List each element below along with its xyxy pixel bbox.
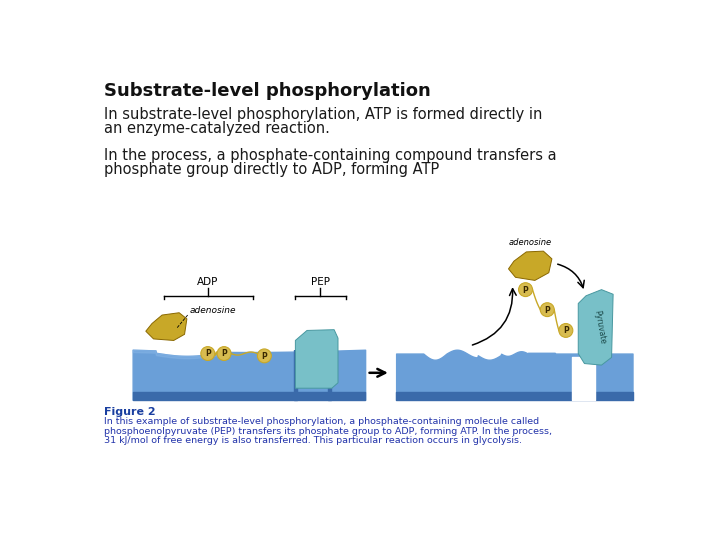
Text: In substrate-level phosphorylation, ATP is formed directly in: In substrate-level phosphorylation, ATP … [104,107,542,122]
Text: PEP: PEP [310,276,330,287]
Text: P: P [261,352,267,361]
Text: P: P [563,326,569,335]
Polygon shape [508,251,552,280]
Text: phosphoenolpyruvate (PEP) transfers its phosphate group to ADP, forming ATP. In : phosphoenolpyruvate (PEP) transfers its … [104,427,552,436]
Text: P: P [523,286,528,294]
Circle shape [518,283,533,296]
Circle shape [540,303,554,316]
Text: adenosine: adenosine [508,238,552,247]
Text: 31 kJ/mol of free energy is also transferred. This particular reaction occurs in: 31 kJ/mol of free energy is also transfe… [104,436,522,445]
Text: Substrate-level phosphorylation: Substrate-level phosphorylation [104,82,431,100]
Polygon shape [295,330,338,388]
Text: P: P [221,349,227,359]
Text: Figure 2: Figure 2 [104,407,156,417]
Text: an enzyme-catalyzed reaction.: an enzyme-catalyzed reaction. [104,121,330,136]
Text: In the process, a phosphate-containing compound transfers a: In the process, a phosphate-containing c… [104,148,557,163]
Text: P: P [544,306,550,314]
Circle shape [559,323,573,338]
Polygon shape [578,289,613,365]
Text: In this example of substrate-level phosphorylation, a phosphate-containing molec: In this example of substrate-level phosp… [104,417,539,427]
Circle shape [201,347,215,361]
Circle shape [217,347,231,361]
Polygon shape [145,313,187,340]
Text: ADP: ADP [197,276,218,287]
Text: phosphate group directly to ADP, forming ATP: phosphate group directly to ADP, forming… [104,162,439,177]
Circle shape [258,349,271,363]
Polygon shape [294,347,330,350]
Text: P: P [205,349,211,359]
Text: adenosine: adenosine [189,306,235,315]
Text: Pyruvate: Pyruvate [592,309,606,344]
